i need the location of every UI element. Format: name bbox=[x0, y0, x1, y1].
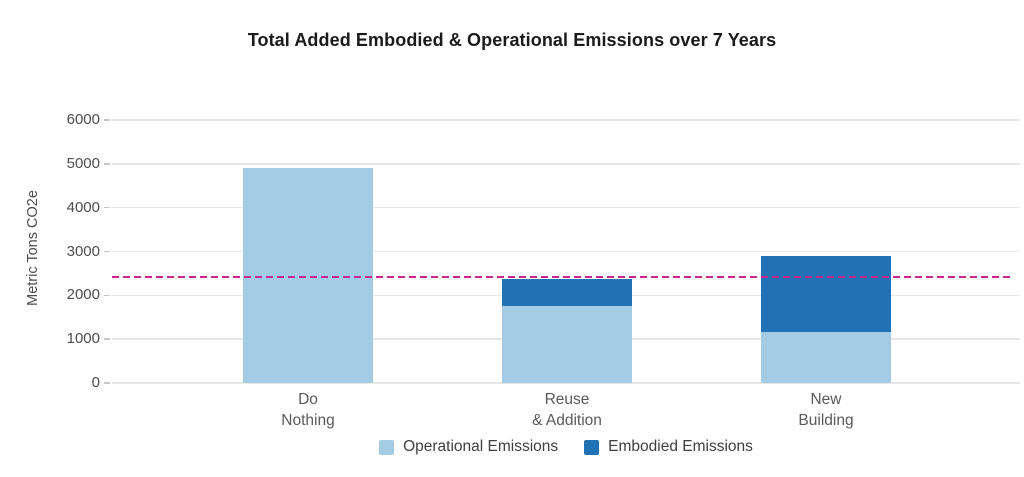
legend-swatch-operational-icon bbox=[379, 439, 395, 455]
gridline-6000 bbox=[112, 119, 1020, 121]
bar-segment-reuse-addition-embodied-emissions bbox=[502, 279, 632, 306]
bar-segment-new-building-embodied-emissions bbox=[761, 255, 891, 332]
y-tick-mark bbox=[104, 294, 110, 297]
legend-label-operational: Operational Emissions bbox=[403, 438, 559, 455]
legend-item-embodied: Embodied Emissions bbox=[584, 438, 753, 456]
x-axis-label-line: Do bbox=[298, 391, 318, 408]
chart-title: Total Added Embodied & Operational Emiss… bbox=[247, 30, 777, 50]
legend-label-embodied: Embodied Emissions bbox=[608, 438, 753, 455]
x-axis-label-line: Reuse bbox=[544, 391, 590, 408]
reference-line bbox=[112, 275, 1010, 278]
y-tick-label-1000: 1000 bbox=[66, 330, 100, 348]
legend: Operational Emissions Embodied Emissions bbox=[112, 438, 1020, 456]
x-axis-label-reuse-addition: Reuse & Addition bbox=[482, 389, 652, 431]
legend-item-operational: Operational Emissions bbox=[379, 438, 558, 456]
x-axis-label-line: & Addition bbox=[532, 412, 602, 429]
y-tick-mark bbox=[104, 163, 110, 165]
y-tick-label-0: 0 bbox=[91, 374, 100, 391]
bar-segment-reuse-addition-operational-emissions bbox=[502, 305, 632, 383]
x-axis-label-line: New bbox=[810, 391, 842, 408]
gridline-3000 bbox=[112, 250, 1020, 253]
y-tick-label-4000: 4000 bbox=[66, 198, 100, 216]
y-tick-mark bbox=[104, 206, 110, 209]
legend-swatch-embodied-icon bbox=[584, 439, 600, 455]
x-axis-label-new-building: New Building bbox=[741, 389, 911, 431]
y-tick-label-3000: 3000 bbox=[66, 242, 100, 260]
bar-segment-new-building-operational-emissions bbox=[761, 331, 891, 383]
gridline-0 bbox=[112, 382, 1020, 384]
y-tick-label-2000: 2000 bbox=[66, 286, 100, 304]
y-tick-mark bbox=[104, 338, 110, 340]
gridline-4000 bbox=[112, 206, 1020, 209]
y-tick-label-6000: 6000 bbox=[66, 111, 100, 128]
x-axis-label-do-nothing: Do Nothing bbox=[223, 389, 393, 431]
plot-area: 0 1000 2000 3000 4000 5000 6000 Do Nothing Reuse… bbox=[67, 111, 1020, 429]
gridline-5000 bbox=[112, 163, 1020, 165]
x-axis-label-line: Nothing bbox=[281, 412, 335, 429]
y-tick-mark bbox=[104, 382, 110, 384]
y-tick-mark bbox=[104, 119, 110, 121]
x-axis-label-line: Building bbox=[798, 412, 854, 429]
y-tick-mark bbox=[104, 250, 110, 253]
y-tick-label-5000: 5000 bbox=[66, 154, 100, 172]
